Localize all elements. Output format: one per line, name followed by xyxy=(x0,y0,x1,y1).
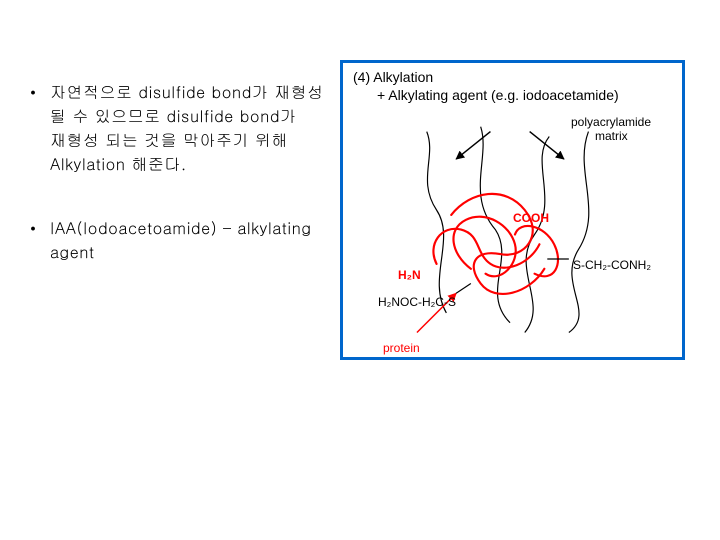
label-h2n: H₂N xyxy=(398,268,421,282)
label-s-ch2-conh2: S-CH₂-CONH₂ xyxy=(573,258,651,272)
slide-content: • 자연적으로 disulfide bond가 재형성 될 수 있으므로 dis… xyxy=(0,0,720,360)
bullet-marker: • xyxy=(30,216,50,264)
diagram-svg xyxy=(343,63,682,357)
label-polyacrylamide: polyacrylamide xyxy=(571,115,651,129)
bullet-text-2: IAA(Iodoacetoamide) – alkylating agent xyxy=(50,216,330,264)
bullet-1: • 자연적으로 disulfide bond가 재형성 될 수 있으므로 dis… xyxy=(30,80,330,176)
bullet-2: • IAA(Iodoacetoamide) – alkylating agent xyxy=(30,216,330,264)
bullet-marker: • xyxy=(30,80,50,176)
text-column: • 자연적으로 disulfide bond가 재형성 될 수 있으므로 dis… xyxy=(30,60,330,360)
label-protein: protein xyxy=(383,341,420,355)
label-h2noc-h2c-s: H₂NOC-H₂C-S xyxy=(378,295,456,309)
alkylation-diagram: (4) Alkylation + Alkylating agent (e.g. … xyxy=(340,60,685,360)
bullet-text-1: 자연적으로 disulfide bond가 재형성 될 수 있으므로 disul… xyxy=(50,80,330,176)
figure-column: (4) Alkylation + Alkylating agent (e.g. … xyxy=(340,60,690,360)
label-cooh: COOH xyxy=(513,211,549,225)
label-matrix: matrix xyxy=(595,129,628,143)
